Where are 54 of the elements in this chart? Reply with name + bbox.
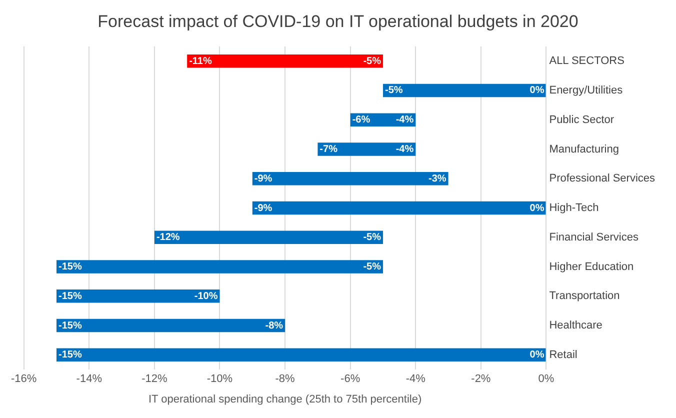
x-tick-label: 0% [538,373,554,386]
annotation: -15% [58,290,82,302]
annotation: -15% [58,320,82,332]
annotation: -12% [156,232,180,244]
x-tick-label: -2% [471,373,491,386]
annotation: -3% [428,173,446,184]
bar [252,201,546,215]
y-tick-label: Energy/Utilities [549,84,624,97]
y-tick-label: ALL SECTORS [549,55,624,68]
y-tick-label: Public Sector [549,114,614,126]
x-tick-label: -14% [76,373,102,386]
y-tick-label: Professional Services [549,172,656,185]
annotation: -4% [396,144,414,155]
x-tick-label: -4% [406,373,426,386]
x-tick-label: -10% [206,373,233,386]
bar [252,172,448,186]
bar [318,142,416,156]
annotation: -5% [363,56,382,67]
x-tick-label: -16% [10,373,37,386]
annotation: -5% [384,85,403,96]
annotation: 0% [530,85,544,96]
annotation: -6% [352,114,370,126]
annotation: -11% [189,56,212,67]
annotation: 0% [530,202,544,214]
x-tick-label: -12% [142,373,168,386]
annotation: -5% [363,232,382,244]
bar [382,84,546,98]
bar [56,290,220,303]
annotation: -5% [363,262,382,273]
annotation: -8% [265,320,284,332]
y-tick-label: Higher Education [549,260,634,273]
y-tick-label: Healthcare [549,320,602,332]
chart-title: Forecast impact of COVID-19 on IT operational budgets in 2020 [98,12,578,31]
annotation: -7% [320,144,338,155]
annotation: 0% [530,350,544,361]
bar [56,318,286,332]
y-tick-label: Manufacturing [549,143,619,156]
y-tick-label: High-Tech [549,202,599,214]
annotation: -4% [396,114,414,126]
y-tick-label: Financial Services [549,231,639,244]
bar [187,54,383,68]
x-tick-label: -6% [340,373,360,386]
y-tick-label: Transportation [549,290,620,302]
annotation: -15% [58,350,82,361]
x-tick-label: -8% [275,373,296,386]
bar [56,260,383,274]
bar [56,348,546,362]
x-axis-title: IT operational spending change (25th to 75th percentile) [148,393,422,406]
annotation: -9% [254,202,272,214]
annotation: -9% [254,173,272,184]
y-tick-label: Retail [549,348,578,361]
annotation: -15% [58,262,82,273]
annotation: -10% [194,290,218,302]
bar [154,230,383,244]
